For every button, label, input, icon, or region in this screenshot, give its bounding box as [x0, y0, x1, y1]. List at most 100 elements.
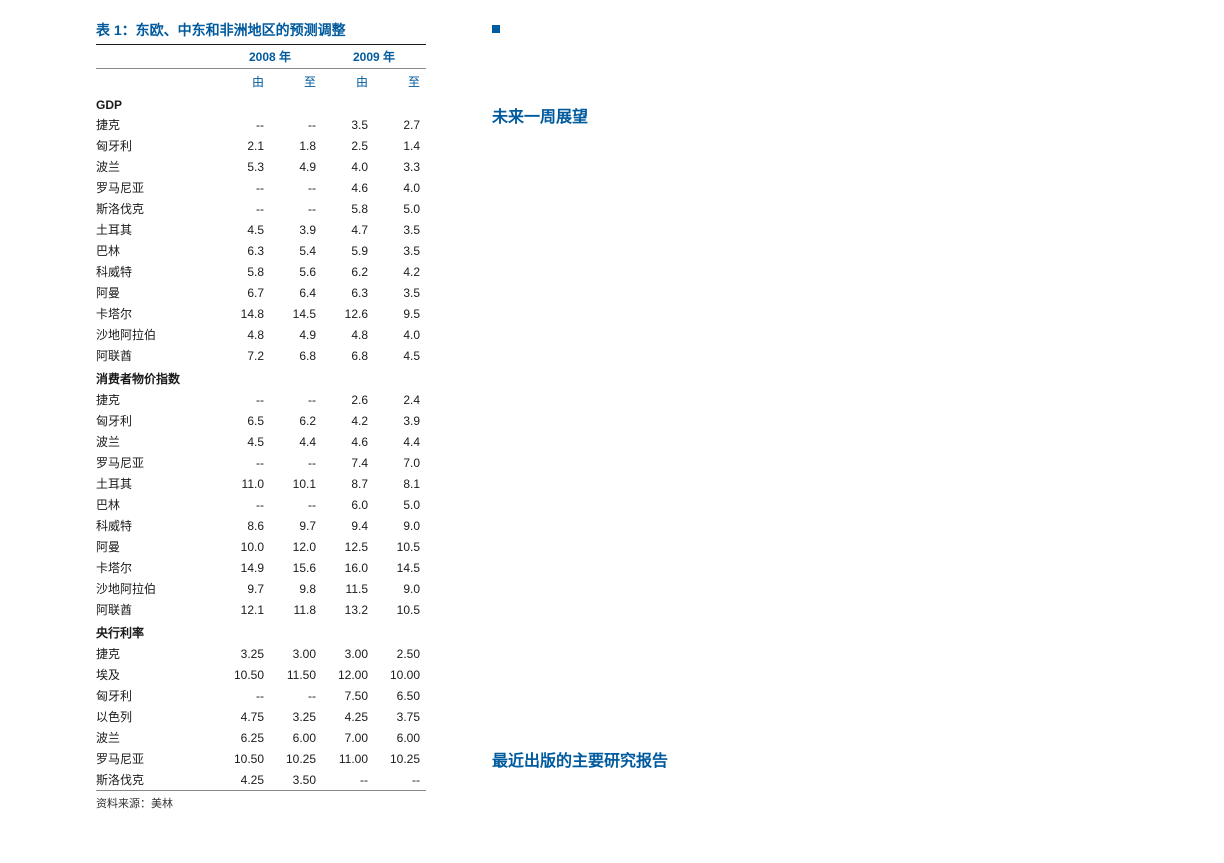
country-cell: 土耳其: [96, 473, 218, 494]
country-cell: 匈牙利: [96, 685, 218, 706]
table-row: 阿曼6.76.46.33.5: [96, 282, 426, 303]
value-cell: 3.5: [374, 240, 426, 261]
value-cell: 3.9: [270, 219, 322, 240]
value-cell: 2.6: [322, 389, 374, 410]
value-cell: 10.25: [374, 748, 426, 769]
table-row: 埃及10.5011.5012.0010.00: [96, 664, 426, 685]
col-from-2: 由: [322, 69, 374, 95]
value-cell: 8.7: [322, 473, 374, 494]
value-cell: 12.6: [322, 303, 374, 324]
table-row: 卡塔尔14.915.616.014.5: [96, 557, 426, 578]
value-cell: 6.00: [270, 727, 322, 748]
table-row: 波兰5.34.94.03.3: [96, 156, 426, 177]
value-cell: 12.00: [322, 664, 374, 685]
value-cell: --: [270, 685, 322, 706]
value-cell: 5.9: [322, 240, 374, 261]
country-cell: 罗马尼亚: [96, 177, 218, 198]
value-cell: 6.00: [374, 727, 426, 748]
table-row: 波兰4.54.44.64.4: [96, 431, 426, 452]
value-cell: 7.50: [322, 685, 374, 706]
table-row: 罗马尼亚----7.47.0: [96, 452, 426, 473]
value-cell: --: [218, 389, 270, 410]
value-cell: 10.5: [374, 536, 426, 557]
value-cell: 1.4: [374, 135, 426, 156]
value-cell: 9.4: [322, 515, 374, 536]
table-source: 资料来源：美林: [96, 795, 426, 811]
table-row: 罗马尼亚----4.64.0: [96, 177, 426, 198]
table-row: 科威特8.69.79.49.0: [96, 515, 426, 536]
value-cell: 4.0: [374, 177, 426, 198]
value-cell: 12.0: [270, 536, 322, 557]
value-cell: 9.7: [218, 578, 270, 599]
forecast-table: 2008 年 2009 年 由 至 由 至 GDP捷克----3.52.7匈牙利…: [96, 44, 426, 791]
value-cell: 14.8: [218, 303, 270, 324]
value-cell: 10.50: [218, 748, 270, 769]
value-cell: 9.8: [270, 578, 322, 599]
value-cell: 6.5: [218, 410, 270, 431]
value-cell: 6.0: [322, 494, 374, 515]
value-cell: 11.8: [270, 599, 322, 620]
country-cell: 斯洛伐克: [96, 769, 218, 791]
country-cell: 捷克: [96, 114, 218, 135]
value-cell: --: [270, 494, 322, 515]
value-cell: 9.5: [374, 303, 426, 324]
value-cell: 2.4: [374, 389, 426, 410]
value-cell: 4.25: [218, 769, 270, 791]
value-cell: 12.5: [322, 536, 374, 557]
value-cell: 3.00: [270, 643, 322, 664]
country-cell: 以色列: [96, 706, 218, 727]
value-cell: 6.2: [322, 261, 374, 282]
value-cell: 6.7: [218, 282, 270, 303]
value-cell: 11.0: [218, 473, 270, 494]
value-cell: 4.0: [374, 324, 426, 345]
table-row: 卡塔尔14.814.512.69.5: [96, 303, 426, 324]
value-cell: 12.1: [218, 599, 270, 620]
value-cell: --: [270, 177, 322, 198]
value-cell: 4.6: [322, 177, 374, 198]
value-cell: --: [218, 685, 270, 706]
value-cell: --: [218, 177, 270, 198]
value-cell: 2.7: [374, 114, 426, 135]
value-cell: 4.2: [322, 410, 374, 431]
value-cell: 4.5: [374, 345, 426, 366]
value-cell: 5.3: [218, 156, 270, 177]
value-cell: 7.4: [322, 452, 374, 473]
country-cell: 卡塔尔: [96, 303, 218, 324]
country-cell: 沙地阿拉伯: [96, 324, 218, 345]
value-cell: 4.5: [218, 219, 270, 240]
value-cell: --: [270, 389, 322, 410]
value-cell: --: [218, 494, 270, 515]
value-cell: 10.25: [270, 748, 322, 769]
value-cell: --: [270, 198, 322, 219]
country-cell: 沙地阿拉伯: [96, 578, 218, 599]
col-from-1: 由: [218, 69, 270, 95]
country-cell: 匈牙利: [96, 135, 218, 156]
table-row: 科威特5.85.66.24.2: [96, 261, 426, 282]
value-cell: 4.4: [374, 431, 426, 452]
value-cell: 5.0: [374, 494, 426, 515]
value-cell: 14.9: [218, 557, 270, 578]
table-row: 斯洛伐克----5.85.0: [96, 198, 426, 219]
col-to-2: 至: [374, 69, 426, 95]
country-cell: 巴林: [96, 240, 218, 261]
value-cell: 7.2: [218, 345, 270, 366]
value-cell: 10.50: [218, 664, 270, 685]
value-cell: 4.8: [218, 324, 270, 345]
value-cell: 5.0: [374, 198, 426, 219]
value-cell: 11.50: [270, 664, 322, 685]
value-cell: 3.00: [322, 643, 374, 664]
value-cell: 5.6: [270, 261, 322, 282]
table-row: 捷克3.253.003.002.50: [96, 643, 426, 664]
value-cell: 6.8: [322, 345, 374, 366]
value-cell: 6.2: [270, 410, 322, 431]
value-cell: 4.75: [218, 706, 270, 727]
table-row: 阿联酋12.111.813.210.5: [96, 599, 426, 620]
value-cell: 4.9: [270, 156, 322, 177]
value-cell: 9.7: [270, 515, 322, 536]
value-cell: 14.5: [374, 557, 426, 578]
year-2009: 2009 年: [322, 45, 426, 69]
country-cell: 科威特: [96, 261, 218, 282]
left-column: 表 1：东欧、中东和非洲地区的预测调整 2008 年 2009 年 由 至 由 …: [96, 20, 426, 811]
table-row: 捷克----3.52.7: [96, 114, 426, 135]
country-cell: 罗马尼亚: [96, 452, 218, 473]
